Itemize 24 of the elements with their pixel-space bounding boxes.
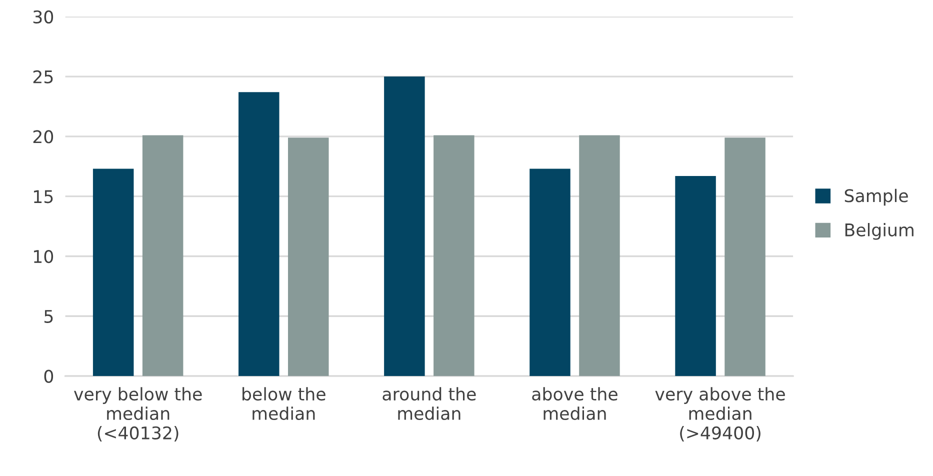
bar	[92, 168, 134, 376]
x-tick-label: very above the median (>49400)	[655, 387, 785, 442]
bar	[238, 92, 280, 376]
bar	[384, 76, 425, 376]
x-tick-label: below the median	[242, 387, 326, 420]
legend-label: Belgium	[845, 223, 914, 240]
y-tick-label: 0	[44, 370, 54, 383]
x-tick-label: around the median	[382, 387, 476, 420]
bar	[288, 138, 329, 376]
bar	[675, 176, 716, 376]
bar	[530, 168, 570, 376]
x-tick-label: very below the median (<40132)	[74, 387, 202, 442]
y-tick-label: 15	[34, 190, 53, 204]
bar	[434, 135, 474, 376]
bar	[579, 135, 620, 376]
bar	[142, 135, 184, 376]
y-tick-label: 10	[34, 250, 54, 264]
bar	[724, 138, 766, 376]
y-tick-label: 30	[33, 10, 54, 24]
x-tick-label: above the median	[532, 387, 618, 420]
legend-label: Sample	[844, 188, 908, 206]
y-tick-label: 5	[44, 310, 53, 323]
y-tick-label: 25	[33, 70, 53, 84]
y-tick-label: 20	[33, 130, 54, 144]
